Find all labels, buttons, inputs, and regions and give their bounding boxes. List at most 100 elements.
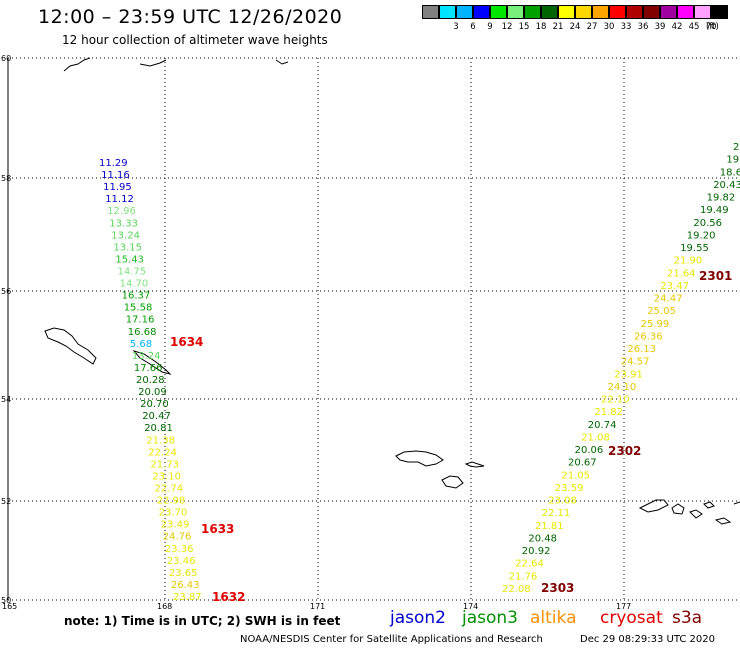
wave-height-value: 16.37 (122, 291, 151, 302)
legend-swatch (711, 5, 728, 19)
legend-swatch (507, 5, 524, 19)
lat-label-56: 56 (1, 287, 11, 296)
graticule (8, 57, 740, 601)
wave-height-value: 23.46 (167, 556, 196, 567)
wave-height-value: 11.12 (105, 194, 134, 205)
wave-height-value: 16.68 (128, 327, 157, 338)
legend-label: 42 (671, 22, 683, 32)
wave-height-value: 25.99 (641, 319, 670, 330)
wave-height-value: 19.82 (707, 193, 736, 204)
wave-height-value: 23.87 (173, 592, 202, 603)
pass-time-label: 1632 (212, 590, 245, 604)
wave-height-value: 20.28 (136, 375, 165, 386)
rat-islands-6 (733, 501, 740, 505)
wave-height-value: 23.49 (161, 520, 190, 531)
medny-island (132, 350, 172, 375)
wave-height-value: 20.47 (142, 411, 171, 422)
wave-height-value: 11.16 (101, 170, 130, 181)
wave-height-value: 26.13 (627, 344, 656, 355)
wave-height-value: 11.29 (99, 158, 128, 169)
wave-height-value: 24.76 (163, 532, 192, 543)
semichi-islands (464, 461, 485, 468)
satellite-altika: altika (530, 608, 577, 628)
coastline-north-2 (139, 59, 167, 67)
legend-label: 24 (569, 22, 581, 32)
legend-swatch (660, 5, 677, 19)
wave-height-value: 20.92 (522, 546, 551, 557)
pass-time-label: 1633 (201, 522, 234, 536)
legend-label: 33 (620, 22, 632, 32)
pass-time-label: 2303 (541, 581, 574, 595)
wave-height-value: 22.24 (148, 447, 177, 458)
footer-note: note: 1) Time is in UTC; 2) SWH is in fe… (64, 614, 341, 628)
wave-height-value: 14.70 (120, 279, 149, 290)
lat-label-52: 52 (1, 497, 11, 506)
wave-height-value: 22.11 (542, 508, 571, 519)
wave-height-value: 21.76 (509, 571, 538, 582)
legend-label: 30 (603, 22, 615, 32)
satellite-s3a: s3a (672, 608, 703, 628)
wave-height-value: 19. (726, 155, 740, 166)
near-islands-agattu (441, 475, 464, 489)
wave-height-value: 13.24 (132, 351, 161, 362)
wave-height-value: 19.49 (700, 205, 729, 216)
wave-height-value: 21.90 (674, 256, 703, 267)
wave-height-value: 14.75 (118, 267, 147, 278)
legend-swatch (456, 5, 473, 19)
rat-islands-3 (689, 509, 703, 519)
satellite-jason3: jason3 (462, 608, 518, 628)
legend-swatch (439, 5, 456, 19)
legend-swatch (575, 5, 592, 19)
wave-height-value: 5.68 (130, 339, 152, 350)
bering-island (44, 327, 97, 365)
legend-swatch (694, 5, 711, 19)
lat-labels: 60 58 56 54 52 50 (1, 54, 11, 605)
wave-height-value: 24.47 (654, 294, 683, 305)
footer-timestamp: Dec 29 08:29:33 UTC 2020 (580, 634, 715, 645)
legend-swatch (677, 5, 694, 19)
wave-height-value: 23.47 (660, 281, 689, 292)
legend-label: 45 (688, 22, 700, 32)
wave-height-value: 21.64 (667, 268, 696, 279)
lon-label-165: 165 (2, 602, 17, 611)
lat-label-50: 50 (1, 596, 11, 605)
rat-islands-1 (638, 499, 669, 513)
wave-height-value: 19.55 (680, 243, 709, 254)
wave-height-value: 22.08 (502, 584, 531, 595)
legend-label: 27 (586, 22, 598, 32)
coastline-north-1 (63, 57, 91, 72)
wave-height-value: 22.10 (601, 395, 630, 406)
wave-height-value: 20.74 (588, 420, 617, 431)
wave-height-value: 20.56 (693, 218, 722, 229)
legend-swatch (643, 5, 660, 19)
wave-height-value: 23.91 (614, 369, 643, 380)
wave-height-value: 20.67 (568, 458, 597, 469)
wave-height-value: 12.96 (107, 206, 136, 217)
west-track-values: 11.2911.1611.9511.1212.9613.3313.2413.15… (99, 158, 202, 603)
pass-time-label: 1634 (170, 335, 203, 349)
legend-label: 39 (654, 22, 666, 32)
legend-label: 9 (487, 22, 493, 32)
wave-height-value: 15.43 (115, 254, 144, 265)
wave-height-value: 22.98 (157, 496, 186, 507)
wave-height-value: 13.15 (113, 242, 142, 253)
pass-time-label: 2302 (608, 444, 641, 458)
legend-swatch (541, 5, 558, 19)
footer-credit: NOAA/NESDIS Center for Satellite Applica… (240, 634, 543, 645)
wave-height-value: 22.74 (155, 484, 184, 495)
satellite-cryosat: cryosat (600, 608, 663, 628)
wave-height-value: 13.33 (109, 218, 138, 229)
wave-height-value: 11.95 (103, 182, 132, 193)
legend-unit: (ft) (706, 22, 719, 32)
wave-height-value: 13.24 (111, 230, 140, 241)
wave-height-value: 23.59 (555, 483, 584, 494)
wave-height-value: 23.36 (165, 544, 194, 555)
legend-label: 36 (637, 22, 649, 32)
legend-swatch (524, 5, 541, 19)
lon-label-168: 168 (157, 602, 172, 611)
wave-height-value: 17.66 (134, 363, 163, 374)
wave-height-value: 22.64 (515, 559, 544, 570)
wave-height-value: 15.58 (124, 303, 153, 314)
wave-height-value: 20.81 (144, 423, 173, 434)
